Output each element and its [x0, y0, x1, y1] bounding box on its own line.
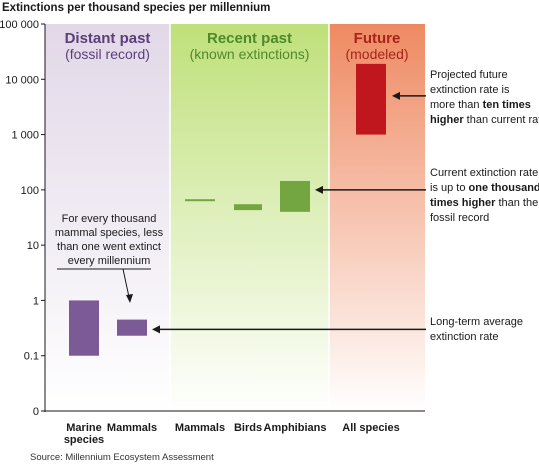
- bar-0: [69, 300, 99, 356]
- annotation-future-line4: higher than current rate: [430, 114, 539, 126]
- panel-title-1: Recent past: [207, 30, 292, 47]
- panel-title-2: Future: [354, 30, 401, 47]
- bars: [69, 63, 386, 356]
- annotation-future: Projected future extinction rate is more…: [430, 69, 539, 126]
- y-tick-label: 100 000: [0, 19, 39, 31]
- annotation-current-line3: times higher than the: [430, 197, 538, 209]
- panel-subtitle-1: (known extinctions): [190, 46, 310, 62]
- note-line1: For every thousand: [62, 213, 157, 225]
- y-tick-label: 100: [21, 185, 39, 197]
- annotation-current: Current extinction rate is up to one tho…: [430, 167, 539, 224]
- panel-bg-0: [45, 24, 170, 411]
- y-tick-label: 10 000: [5, 74, 39, 86]
- arrow-current-head: [315, 185, 323, 194]
- category-label-3: Birds: [234, 422, 262, 434]
- y-tick-label: 1: [33, 295, 39, 307]
- note-pointer-head: [126, 294, 133, 303]
- source-note: Source: Millennium Ecosystem Assessment: [30, 452, 214, 463]
- annotation-future-line2: extinction rate is: [430, 84, 510, 96]
- panel-subtitle-2: (modeled): [345, 46, 408, 62]
- category-label-2: Mammals: [175, 422, 225, 434]
- category-label-5: All species: [342, 422, 399, 434]
- note-pointer: [122, 268, 130, 298]
- arrow-longterm-head: [152, 325, 160, 334]
- note-line2: mammal species, less: [55, 227, 164, 239]
- category-label-0: Marine: [66, 422, 101, 434]
- annotation-longterm-line1: Long-term average: [430, 316, 523, 328]
- annotation-future-line3: more than ten times: [430, 99, 531, 111]
- annotation-longterm-line2: extinction rate: [430, 331, 498, 343]
- note-line3: than one went extinct: [57, 241, 161, 253]
- bar-5: [356, 63, 386, 135]
- y-tick-label: 0: [33, 406, 39, 418]
- bar-3: [234, 204, 262, 211]
- panel-bg-1: [170, 24, 329, 411]
- bar-4: [280, 180, 310, 212]
- category-label-4: Amphibians: [264, 422, 327, 434]
- y-axis: 0 0.1 1 10 100 1 000 10 000 100 000: [0, 19, 425, 418]
- y-tick-label: 10: [27, 240, 39, 252]
- bar-2: [185, 199, 215, 202]
- annotation-future-line1: Projected future: [430, 69, 508, 81]
- category-label-1: Mammals: [107, 422, 157, 434]
- annotation-longterm: Long-term average extinction rate: [430, 316, 523, 343]
- category-label-0-line2: species: [64, 434, 104, 446]
- annotation-current-line2: is up to one thousand: [430, 182, 539, 194]
- chart-title: Extinctions per thousand species per mil…: [2, 2, 270, 14]
- y-tick-label: 1 000: [11, 130, 39, 142]
- annotation-arrows: [57, 91, 426, 334]
- annotation-current-line4: fossil record: [430, 212, 489, 224]
- annotation-current-line1: Current extinction rate: [430, 167, 538, 179]
- note-line4: every millennium: [68, 255, 151, 267]
- bar-1: [117, 319, 147, 336]
- panel-title-0: Distant past: [65, 30, 151, 47]
- panel-subtitle-0: (fossil record): [65, 46, 150, 62]
- arrow-future-head: [392, 91, 400, 100]
- annotation-mammal-note: For every thousand mammal species, less …: [55, 213, 164, 267]
- y-tick-label: 0.1: [24, 351, 39, 363]
